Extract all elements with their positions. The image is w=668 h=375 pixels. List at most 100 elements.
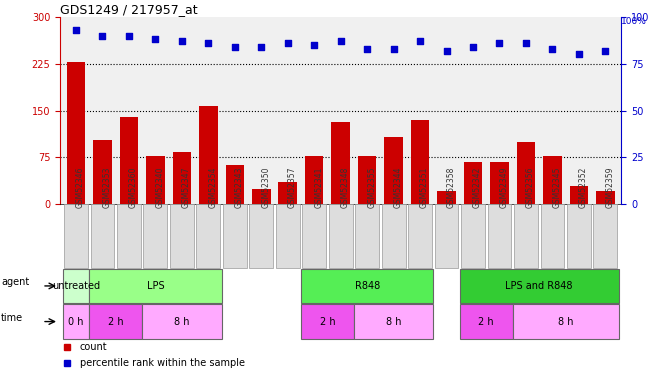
- Point: [547, 46, 558, 52]
- Bar: [408, 204, 432, 268]
- Text: agent: agent: [1, 278, 29, 287]
- Bar: [355, 204, 379, 268]
- Text: 100%: 100%: [621, 17, 647, 26]
- Text: LPS: LPS: [146, 281, 164, 291]
- Point: [468, 44, 478, 50]
- Bar: [196, 204, 220, 268]
- Bar: [252, 189, 271, 204]
- Point: [124, 33, 134, 39]
- Bar: [516, 142, 535, 204]
- Text: untreated: untreated: [52, 281, 100, 291]
- Text: GSM52345: GSM52345: [552, 166, 561, 207]
- Bar: [567, 204, 591, 268]
- Point: [230, 44, 240, 50]
- Point: [150, 36, 161, 42]
- Bar: [490, 162, 509, 204]
- Text: GSM52355: GSM52355: [367, 166, 376, 207]
- Bar: [460, 304, 513, 339]
- Bar: [146, 156, 165, 204]
- Text: 2 h: 2 h: [478, 316, 494, 327]
- Text: 8 h: 8 h: [558, 316, 573, 327]
- Point: [335, 38, 346, 44]
- Bar: [223, 204, 246, 268]
- Text: GSM52356: GSM52356: [526, 166, 535, 207]
- Point: [283, 40, 293, 46]
- Text: R848: R848: [355, 281, 380, 291]
- Text: count: count: [79, 342, 108, 352]
- Text: 2 h: 2 h: [108, 316, 124, 327]
- Point: [362, 46, 373, 52]
- Text: 0 h: 0 h: [68, 316, 84, 327]
- Bar: [276, 204, 300, 268]
- Text: 8 h: 8 h: [174, 316, 190, 327]
- Bar: [329, 204, 353, 268]
- Bar: [63, 269, 90, 303]
- Text: GSM52353: GSM52353: [102, 166, 112, 207]
- Bar: [303, 204, 326, 268]
- Bar: [460, 269, 619, 303]
- Text: GSM52360: GSM52360: [129, 166, 138, 207]
- Text: GSM52344: GSM52344: [393, 166, 403, 207]
- Bar: [305, 156, 323, 204]
- Text: GSM52351: GSM52351: [420, 166, 429, 207]
- Text: GSM52348: GSM52348: [341, 166, 349, 207]
- Bar: [90, 269, 222, 303]
- Bar: [199, 106, 218, 204]
- Bar: [358, 156, 376, 204]
- Bar: [384, 138, 403, 204]
- Point: [600, 48, 611, 54]
- Bar: [91, 204, 114, 268]
- Bar: [331, 122, 350, 204]
- Point: [520, 40, 531, 46]
- Point: [176, 38, 187, 44]
- Bar: [301, 304, 354, 339]
- Bar: [170, 204, 194, 268]
- Bar: [301, 269, 434, 303]
- Bar: [464, 162, 482, 204]
- Bar: [64, 204, 88, 268]
- Bar: [513, 304, 619, 339]
- Bar: [543, 156, 562, 204]
- Point: [309, 42, 319, 48]
- Bar: [514, 204, 538, 268]
- Bar: [540, 204, 564, 268]
- Text: GSM52347: GSM52347: [182, 166, 191, 207]
- Bar: [435, 204, 458, 268]
- Text: GSM52342: GSM52342: [473, 166, 482, 207]
- Text: GSM52352: GSM52352: [579, 166, 588, 207]
- Point: [388, 46, 399, 52]
- Text: GSM52349: GSM52349: [500, 166, 508, 207]
- Text: time: time: [1, 313, 23, 323]
- Text: GSM52358: GSM52358: [446, 166, 456, 207]
- Point: [97, 33, 108, 39]
- Point: [256, 44, 267, 50]
- Text: GSM52350: GSM52350: [261, 166, 271, 207]
- Text: GSM52343: GSM52343: [235, 166, 244, 207]
- Text: GSM52359: GSM52359: [605, 166, 615, 207]
- Bar: [142, 304, 222, 339]
- Bar: [438, 190, 456, 204]
- Bar: [570, 186, 588, 204]
- Text: LPS and R848: LPS and R848: [506, 281, 573, 291]
- Bar: [172, 153, 191, 204]
- Text: GSM52340: GSM52340: [156, 166, 164, 207]
- Bar: [94, 140, 112, 204]
- Bar: [226, 165, 244, 204]
- Text: 8 h: 8 h: [386, 316, 401, 327]
- Bar: [279, 183, 297, 204]
- Point: [415, 38, 426, 44]
- Bar: [461, 204, 485, 268]
- Point: [71, 27, 81, 33]
- Text: GSM52346: GSM52346: [76, 166, 85, 207]
- Bar: [381, 204, 405, 268]
- Bar: [411, 120, 430, 204]
- Text: 2 h: 2 h: [319, 316, 335, 327]
- Point: [203, 40, 214, 46]
- Point: [441, 48, 452, 54]
- Bar: [488, 204, 512, 268]
- Point: [494, 40, 505, 46]
- Bar: [67, 62, 86, 204]
- Bar: [596, 190, 615, 204]
- Bar: [90, 304, 142, 339]
- Text: GSM52354: GSM52354: [208, 166, 217, 207]
